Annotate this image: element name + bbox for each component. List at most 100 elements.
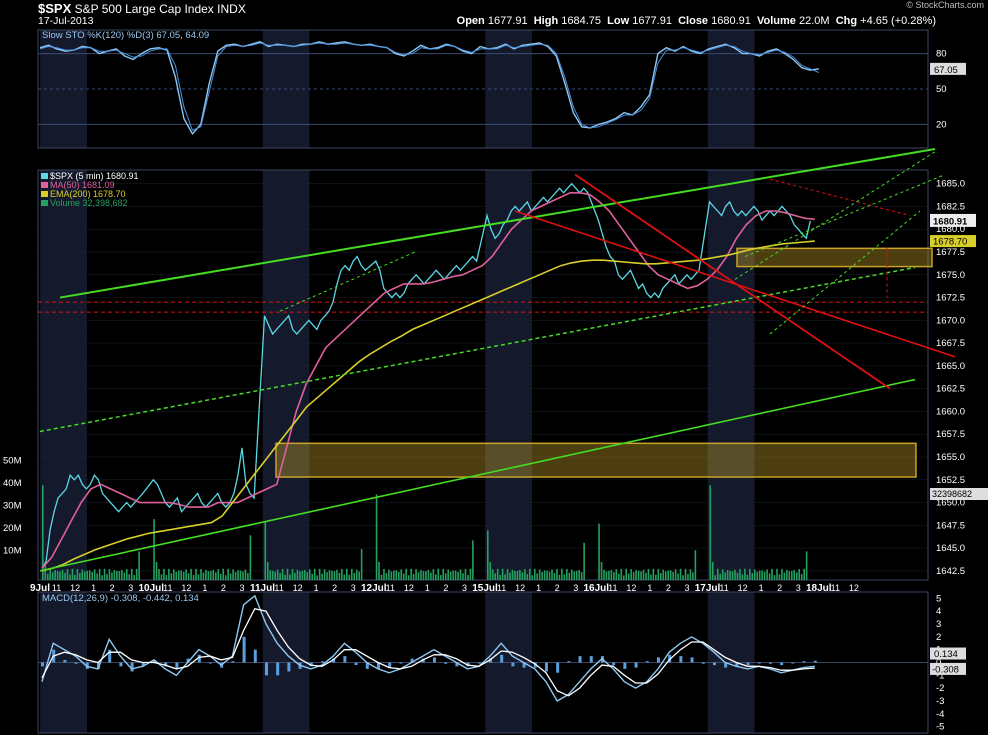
volume-bar (781, 569, 783, 580)
volume-ytick: 30M (3, 500, 22, 511)
volume-bar (74, 574, 76, 580)
macd-histogram-bar (589, 656, 593, 663)
volume-bar (652, 568, 655, 580)
volume-bar (524, 569, 526, 580)
volume-bar (672, 571, 674, 580)
volume-bar (504, 574, 506, 580)
title: $SPX S&P 500 Large Cap Index INDX (38, 1, 246, 16)
volume-bar (749, 568, 751, 580)
macd-histogram-bar (119, 662, 123, 667)
volume-badge-value: 32398682 (932, 489, 972, 499)
x-tick: 12 (738, 583, 748, 593)
volume-bar (667, 570, 670, 580)
volume-bar (689, 569, 692, 580)
volume-bar (660, 573, 662, 580)
volume-bar (353, 573, 356, 580)
x-tick: 2 (555, 583, 560, 593)
volume-bar (266, 561, 269, 580)
volume-bar (729, 570, 731, 580)
volume-bar (108, 569, 111, 580)
volume-bar (239, 570, 242, 580)
volume-bar (395, 570, 398, 580)
chg-label: Chg (835, 15, 858, 27)
volume-bar (687, 573, 689, 580)
volume-bar (326, 572, 328, 580)
sto-legend: Slow STO %K(120) %D(3) 67.05, 64.09 (42, 30, 209, 41)
macd-histogram-bar (287, 662, 291, 672)
price-ytick: 1660.0 (936, 406, 965, 417)
volume-bar (788, 571, 791, 580)
sto-last-badge (930, 62, 966, 75)
volume-bar (163, 568, 165, 580)
channel-red (574, 173, 891, 390)
volume-ytick: 50M (3, 455, 22, 466)
volume-bar (422, 570, 425, 580)
volume-bar (805, 551, 808, 580)
volume-bar (81, 569, 84, 580)
ohlc-readout: Open 1677.91 High 1684.75 Low 1677.91 Cl… (457, 15, 936, 27)
price-legend-item: Volume 32,398,682 (50, 198, 128, 208)
volume-bar (121, 569, 123, 580)
volume-bar (771, 568, 773, 580)
signal-line (41, 607, 815, 697)
macd-histogram-bar (802, 661, 806, 663)
volume-bar (69, 574, 71, 580)
panel-frame (37, 169, 929, 581)
macd-ytick: 4 (936, 606, 941, 617)
volume-bar (435, 574, 437, 580)
volume-bar (350, 568, 353, 580)
macd-histogram-bar (735, 662, 739, 667)
macd-ytick: -3 (936, 696, 944, 707)
macd-ytick: 2 (936, 632, 941, 643)
volume-bar (296, 569, 299, 580)
price-ytick: 1645.0 (936, 543, 965, 554)
price-legend-item: MA(50) 1681.09 (50, 180, 115, 190)
macd-histogram-bar (108, 649, 112, 663)
volume-bar (630, 569, 632, 580)
volume-bar (212, 569, 215, 580)
macd-histogram-bar (388, 662, 392, 668)
volume-bar (222, 568, 225, 580)
close-label: Close (678, 15, 709, 27)
macd-badge-value: 0.134 (934, 649, 958, 660)
volume-bar (417, 572, 420, 580)
volume-bar (71, 568, 74, 580)
volume-bar (528, 568, 531, 580)
volume-bar (499, 575, 501, 580)
macd-histogram-bar (500, 654, 504, 663)
volume-bar (655, 574, 657, 580)
volume-bar (375, 494, 378, 580)
volume-bar (264, 521, 267, 580)
volume-bar (210, 570, 212, 580)
volume-bar (716, 568, 719, 580)
x-tick: 12 (293, 583, 303, 593)
sto-ytick: 80 (936, 49, 947, 60)
volume-bar (182, 571, 185, 580)
macd-histogram-bar (623, 662, 627, 669)
macd-histogram-bar (74, 662, 78, 664)
trendline-green (39, 378, 916, 572)
x-tick: 11 (497, 583, 506, 593)
volume-bar (125, 569, 128, 580)
volume-bar (91, 571, 93, 580)
macd-histogram-bar (533, 662, 537, 668)
volume-bar (734, 569, 736, 580)
volume-bar (88, 570, 91, 580)
macd-histogram-bar (343, 656, 347, 663)
close-badge (930, 213, 976, 227)
volume-bar (93, 569, 96, 580)
volume-bar (219, 573, 222, 580)
ema200-line (41, 240, 815, 572)
volume-bar (543, 570, 546, 580)
macd-histogram-bar (41, 662, 44, 667)
volume-bar (187, 573, 190, 580)
volume-bar (336, 569, 338, 580)
volume-bar (158, 569, 160, 580)
macd-histogram-bar (410, 658, 414, 663)
volume-bar (622, 575, 625, 580)
macd-line (41, 594, 815, 702)
volume-bar (217, 569, 220, 580)
volume-bar (113, 569, 116, 580)
volume-bar (383, 568, 385, 580)
volume-bar (795, 572, 798, 580)
